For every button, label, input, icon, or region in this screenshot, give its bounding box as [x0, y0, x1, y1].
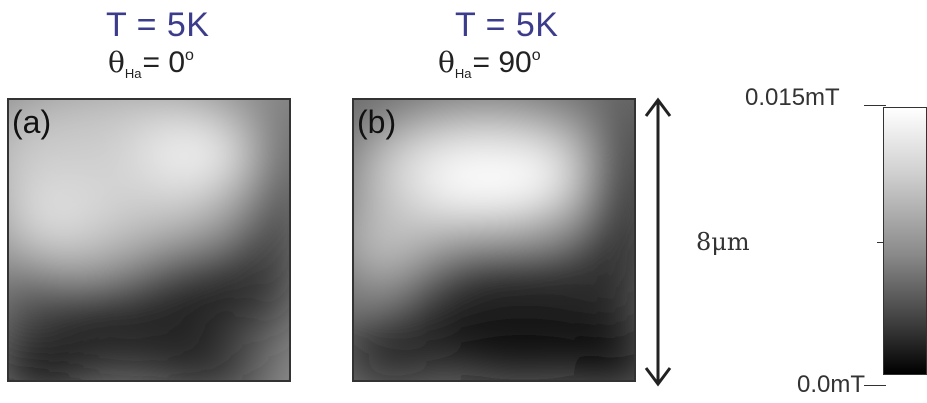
panel-a-angle: θHa= 0o: [108, 46, 194, 81]
theta-symbol: θ: [108, 46, 125, 79]
panel-b-label: (b): [357, 104, 397, 140]
colorbar-mid-tick: [877, 242, 883, 243]
panel-b-field-map: [354, 100, 634, 380]
colorbar-max-tick: [864, 105, 886, 106]
angle-value: = 90: [472, 46, 532, 79]
colorbar-min-label: 0.0mT: [797, 371, 866, 398]
panel-b-angle: θHa= 90o: [438, 46, 541, 81]
angle-value: = 0: [142, 46, 186, 79]
panel-a-field-map: [9, 100, 289, 380]
panel-a-label: (a): [12, 104, 52, 140]
degree-mark: o: [185, 47, 194, 64]
colorbar: [883, 107, 927, 375]
scale-bar-arrow: [644, 97, 672, 387]
panel-b-image: [352, 98, 636, 382]
scale-bar-label: 8μm: [696, 228, 750, 256]
theta-subscript: Ha: [454, 66, 472, 81]
colorbar-min-tick: [864, 385, 886, 386]
theta-subscript: Ha: [124, 66, 142, 81]
colorbar-max-label: 0.015mT: [745, 84, 840, 111]
panel-b-temperature: T = 5K: [455, 6, 559, 44]
panel-a-temperature: T = 5K: [106, 6, 210, 44]
panel-a-image: [7, 98, 291, 382]
degree-mark: o: [531, 47, 541, 64]
theta-symbol: θ: [438, 46, 455, 79]
